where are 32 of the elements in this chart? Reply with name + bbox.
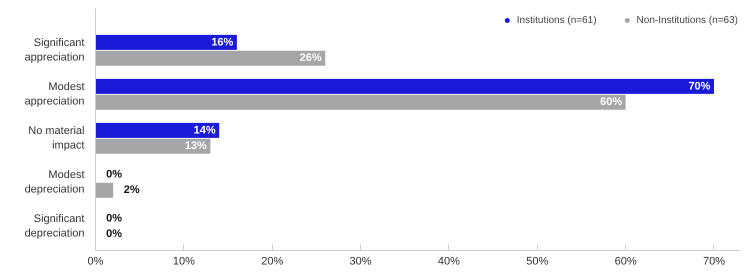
x-tick-label: 30% xyxy=(350,256,372,268)
data-label: 60% xyxy=(600,96,622,108)
data-label: 2% xyxy=(124,184,140,196)
x-tick-label: 10% xyxy=(172,256,196,268)
x-tick-label: 60% xyxy=(614,256,637,268)
bar xyxy=(96,138,210,154)
x-tick-label: 40% xyxy=(438,256,460,268)
legend-label: Non-Institutions (n=63) xyxy=(636,14,738,26)
data-label: 0% xyxy=(106,228,122,240)
x-tick-label: 70% xyxy=(702,256,726,268)
x-tick-label: 50% xyxy=(526,256,549,268)
data-label: 0% xyxy=(106,168,122,180)
bar xyxy=(96,34,237,50)
y-tick-label: Modest appreciation xyxy=(24,81,85,108)
bar xyxy=(96,94,626,110)
data-label: 14% xyxy=(194,124,216,136)
y-tick-label: Significant appreciation xyxy=(24,37,85,64)
y-tick-label: Significant depreciation xyxy=(24,213,85,240)
y-tick-label: Modest depreciation xyxy=(24,169,85,196)
bar xyxy=(96,78,714,94)
bar xyxy=(96,50,326,66)
x-tick-label: 20% xyxy=(261,256,284,268)
legend-label: Institutions (n=61) xyxy=(516,14,597,26)
data-label: 26% xyxy=(300,52,322,64)
data-label: 16% xyxy=(211,36,234,48)
data-label: 13% xyxy=(184,140,208,152)
bar xyxy=(96,182,114,198)
y-tick-label: No material impact xyxy=(28,125,85,152)
data-label: 0% xyxy=(106,212,122,224)
x-tick-label: 0% xyxy=(88,256,104,268)
bar xyxy=(96,122,220,138)
data-label: 70% xyxy=(688,80,711,92)
